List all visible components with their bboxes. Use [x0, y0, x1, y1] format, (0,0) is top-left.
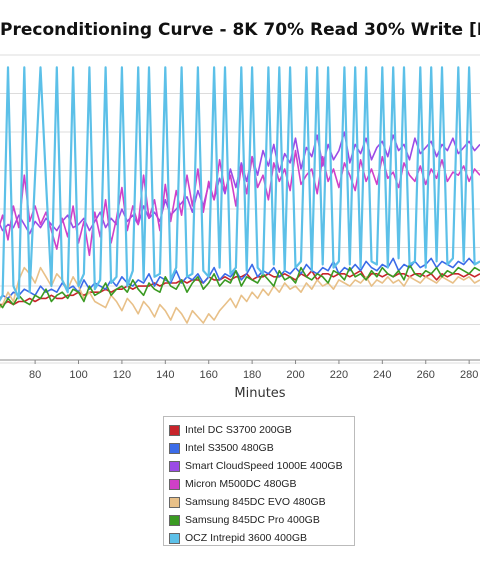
legend-swatch	[169, 478, 180, 490]
legend-swatch	[169, 532, 180, 544]
x-tick-label: 200	[286, 369, 304, 381]
series-line-1	[0, 257, 480, 300]
legend-swatch	[169, 460, 180, 472]
x-tick-label: 260	[417, 369, 435, 381]
legend-label: Samsung 845DC EVO 480GB	[185, 496, 326, 508]
legend-swatch	[169, 442, 180, 454]
x-axis-label: Minutes	[234, 386, 286, 401]
legend-label: Intel DC S3700 200GB	[185, 424, 292, 436]
legend-label: OCZ Intrepid 3600 400GB	[185, 532, 307, 544]
legend-label: Samsung 845DC Pro 400GB	[185, 514, 320, 526]
series-line-5	[0, 263, 480, 309]
x-tick-label: 140	[156, 369, 174, 381]
x-tick-label: 100	[69, 369, 87, 381]
x-tick-label: 80	[29, 369, 41, 381]
x-tick-label: 120	[113, 369, 131, 381]
legend-item: Samsung 845DC EVO 480GB	[169, 493, 354, 511]
series-line-3	[0, 149, 480, 257]
legend-label: Intel S3500 480GB	[185, 442, 274, 454]
legend: Intel DC S3700 200GB Intel S3500 480GB Sma…	[163, 416, 355, 546]
legend-item: Samsung 845DC Pro 400GB	[169, 511, 354, 529]
legend-swatch	[169, 424, 180, 436]
series-line-4	[0, 266, 480, 324]
x-tick-label: 160	[200, 369, 218, 381]
x-tick-label: 220	[330, 369, 348, 381]
series-line-6	[0, 66, 480, 302]
legend-item: Micron M500DC 480GB	[169, 475, 354, 493]
legend-swatch	[169, 496, 180, 508]
legend-label: Micron M500DC 480GB	[185, 478, 297, 490]
legend-label: Smart CloudSpeed 1000E 400GB	[185, 460, 343, 472]
legend-item: Intel S3500 480GB	[169, 439, 354, 457]
x-tick-label: 280	[460, 369, 478, 381]
chart-title: Preconditioning Curve - 8K 70% Read 30% …	[0, 20, 480, 40]
x-tick-label: 180	[243, 369, 261, 381]
x-tick-label: 240	[373, 369, 391, 381]
legend-swatch	[169, 514, 180, 526]
legend-item: Intel DC S3700 200GB	[169, 421, 354, 439]
legend-item: Smart CloudSpeed 1000E 400GB	[169, 457, 354, 475]
legend-item: OCZ Intrepid 3600 400GB	[169, 529, 354, 547]
